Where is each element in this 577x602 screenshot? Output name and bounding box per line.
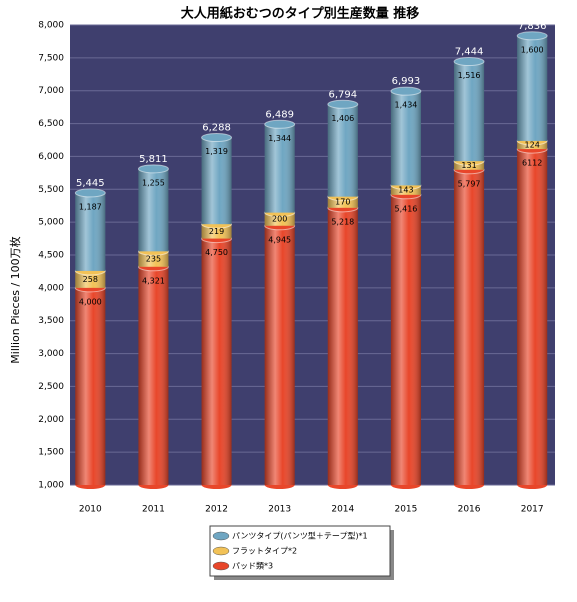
y-tick-label: 1,000	[38, 481, 64, 491]
value-label: 5,797	[458, 179, 481, 188]
x-tick-label: 2012	[205, 505, 228, 515]
bar-top	[264, 119, 296, 129]
bar-top	[453, 57, 485, 67]
y-tick-label: 4,000	[38, 283, 64, 293]
legend-swatch	[212, 531, 230, 541]
bar-shade	[390, 194, 421, 485]
value-label: 4,945	[268, 235, 291, 244]
value-label: 1,255	[142, 178, 165, 187]
y-tick-label: 8,000	[38, 21, 64, 31]
bar-shade	[390, 185, 421, 195]
value-label: 1,344	[268, 134, 291, 143]
x-tick-label: 2015	[394, 505, 417, 515]
value-label: 235	[146, 255, 161, 264]
legend-swatch	[212, 546, 230, 556]
value-label: 1,187	[79, 202, 102, 211]
y-tick-label: 6,000	[38, 152, 64, 162]
legend-label: フラットタイプ*2	[232, 547, 297, 556]
x-tick-label: 2011	[142, 505, 165, 515]
bar-top	[74, 188, 106, 198]
bar-shade	[517, 149, 548, 485]
bar-shade	[517, 35, 548, 141]
chart-title: 大人用紙おむつのタイプ別生産数量 推移	[181, 6, 420, 22]
value-label: 6112	[522, 159, 542, 168]
bar-shade	[390, 91, 421, 186]
y-tick-label: 7,000	[38, 86, 64, 96]
y-tick-label: 1,500	[38, 448, 64, 458]
bar-shade	[327, 104, 358, 197]
bar-top	[327, 99, 359, 109]
bar-shade	[264, 225, 295, 485]
y-tick-label: 6,500	[38, 119, 64, 129]
legend-box	[209, 525, 391, 577]
bar-shade	[327, 196, 358, 208]
bar-top	[137, 164, 169, 174]
total-label: 6,993	[392, 76, 421, 87]
bar-shade	[201, 137, 232, 225]
y-tick-label: 5,000	[38, 218, 64, 228]
bar-shade	[264, 124, 295, 213]
y-axis-label: Million Pieces / 100万枚	[8, 236, 22, 363]
value-label: 1,600	[521, 45, 544, 54]
y-tick-label: 3,500	[38, 316, 64, 326]
bar-shade	[75, 287, 106, 485]
value-label: 4,000	[79, 297, 102, 306]
value-label: 124	[525, 140, 540, 149]
x-tick-label: 2017	[521, 505, 544, 515]
value-label: 219	[209, 227, 224, 236]
bar-shade	[327, 207, 358, 485]
bar-shade	[454, 61, 485, 162]
y-tick-label: 2,000	[38, 415, 64, 425]
y-tick-label: 3,000	[38, 349, 64, 359]
bar-shade	[454, 169, 485, 486]
y-tick-label: 7,500	[38, 53, 64, 63]
x-tick-label: 2016	[458, 505, 481, 515]
total-label: 7,836	[518, 21, 547, 32]
bar-shade	[201, 238, 232, 485]
value-label: 258	[83, 275, 98, 284]
x-tick-label: 2010	[79, 505, 102, 515]
bar-top	[516, 31, 548, 41]
bar-shade	[75, 192, 106, 271]
value-label: 1,406	[331, 114, 354, 123]
legend-swatch	[212, 561, 230, 571]
value-label: 170	[335, 198, 350, 207]
bar-top	[201, 133, 233, 143]
legend-label: パンツタイプ(パンツ型＋テープ型)*1	[232, 532, 368, 541]
legend: パンツタイプ(パンツ型＋テープ型)*1 フラットタイプ*2 パッド類*3	[209, 525, 394, 580]
value-label: 200	[272, 215, 287, 224]
bar-shade	[138, 266, 169, 485]
legend-label: パッド類*3	[232, 561, 273, 571]
total-label: 6,489	[265, 109, 294, 120]
y-tick-label: 2,500	[38, 382, 64, 392]
value-label: 5,416	[394, 204, 417, 213]
bar-shade	[138, 168, 169, 252]
bar-top	[390, 86, 422, 96]
bar-shade	[75, 270, 106, 288]
value-label: 1,434	[394, 101, 417, 110]
value-label: 131	[461, 161, 476, 170]
value-label: 4,750	[205, 248, 228, 257]
x-tick-label: 2013	[268, 505, 291, 515]
total-label: 5,445	[76, 178, 105, 189]
total-label: 5,811	[139, 154, 168, 165]
value-label: 1,516	[458, 71, 481, 80]
value-label: 4,321	[142, 276, 165, 285]
value-label: 1,319	[205, 147, 228, 156]
value-label: 143	[398, 186, 413, 195]
y-tick-label: 4,500	[38, 251, 64, 261]
total-label: 6,794	[328, 89, 357, 100]
x-tick-label: 2014	[331, 505, 354, 515]
y-tick-label: 5,500	[38, 185, 64, 195]
total-label: 6,288	[202, 123, 231, 134]
value-label: 5,218	[331, 217, 354, 226]
total-label: 7,444	[455, 47, 484, 58]
